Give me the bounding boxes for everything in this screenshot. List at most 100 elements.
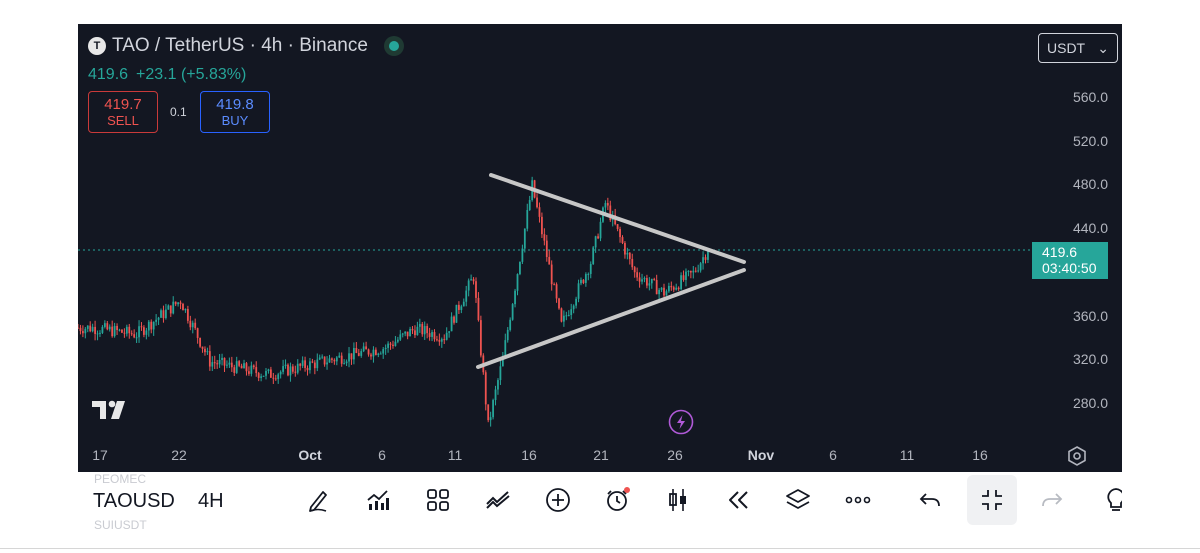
candle-body — [643, 278, 646, 280]
candle-body — [548, 256, 551, 265]
candle-body — [135, 337, 138, 339]
chart-type-button[interactable] — [658, 480, 698, 520]
candle-body — [553, 284, 556, 286]
triangle-upper-line — [489, 173, 746, 264]
bottom-toolbar: PEOMEC TAOUSD SUIUSDT 4H — [78, 472, 1122, 532]
candle-body — [257, 373, 260, 378]
candle-body — [687, 270, 690, 272]
candle-body — [216, 363, 219, 365]
sell-label: SELL — [107, 113, 139, 128]
more-icon — [845, 496, 871, 504]
candle-body — [636, 272, 639, 278]
candle-body — [226, 364, 228, 366]
candle-body — [340, 355, 343, 364]
price-plot[interactable] — [78, 24, 1032, 438]
market-open-icon — [383, 36, 404, 56]
symbol-list-next[interactable]: SUIUSDT — [94, 518, 147, 532]
candle-body — [360, 351, 363, 356]
candle-body — [321, 356, 324, 358]
order-quantity[interactable]: 0.1 — [170, 105, 187, 119]
candle-body — [519, 261, 521, 275]
candle-body — [350, 353, 353, 360]
sell-button[interactable]: 419.7 SELL — [88, 91, 158, 133]
redo-button[interactable] — [1032, 480, 1072, 520]
candle-body — [335, 357, 338, 362]
candle-body — [103, 323, 106, 327]
candle-body — [289, 366, 292, 376]
candle-body — [582, 279, 585, 283]
candle-body — [250, 365, 253, 374]
candle-body — [572, 305, 575, 310]
candle-body — [128, 326, 131, 334]
lightning-icon[interactable] — [668, 409, 694, 435]
candle-body — [594, 236, 597, 248]
candle-body — [497, 380, 499, 390]
time-tick: 21 — [593, 447, 609, 463]
undo-button[interactable] — [910, 480, 950, 520]
symbol-header[interactable]: T TAO / TetherUS · 4h · Binance — [88, 35, 404, 57]
candle-body — [672, 287, 675, 290]
more-button[interactable] — [838, 480, 878, 520]
candle-body — [265, 370, 267, 376]
chart-frame[interactable]: T TAO / TetherUS · 4h · Binance 419.6 +2… — [78, 24, 1122, 472]
collapse-button[interactable] — [967, 475, 1017, 525]
time-tick: 22 — [171, 447, 187, 463]
candle-body — [331, 358, 333, 360]
candle-body — [567, 314, 570, 316]
symbol-list-prev[interactable]: PEOMEC — [94, 472, 147, 486]
candle-body — [169, 305, 172, 314]
candle-body — [291, 366, 294, 372]
candle-body — [338, 355, 341, 358]
candle-body — [621, 237, 624, 244]
currency-select[interactable]: USDT ⌄ — [1038, 33, 1118, 63]
indicators-button[interactable] — [358, 480, 398, 520]
symbol-selector[interactable]: TAOUSD — [93, 490, 175, 512]
candle-body — [365, 346, 368, 350]
candle-body — [357, 353, 360, 356]
time-tick: 11 — [447, 447, 463, 463]
candle-body — [245, 363, 248, 372]
candle-body — [707, 249, 709, 260]
candle-body — [269, 369, 272, 378]
candle-body — [702, 257, 704, 264]
candle-body — [536, 197, 538, 208]
candle-body — [428, 333, 431, 337]
candle-body — [526, 209, 529, 229]
candle-body — [277, 374, 280, 380]
price-tick: 440.0 — [1072, 220, 1108, 236]
compare-button[interactable] — [478, 480, 518, 520]
candle-body — [660, 287, 663, 290]
interval-selector[interactable]: 4H — [198, 490, 224, 512]
buy-button[interactable]: 419.8 BUY — [200, 91, 270, 133]
layout-button[interactable] — [418, 480, 458, 520]
candle-body — [523, 228, 526, 249]
candle-body — [604, 203, 607, 208]
candle-body — [606, 203, 609, 206]
drawing-tools-button[interactable] — [298, 480, 338, 520]
candle-body — [284, 364, 287, 367]
time-tick: 6 — [378, 447, 386, 463]
add-button[interactable] — [538, 480, 578, 520]
candle-body — [367, 349, 370, 355]
alert-icon — [607, 487, 630, 511]
candle-body — [233, 367, 236, 373]
settings-icon[interactable] — [1066, 445, 1088, 467]
candle-body — [377, 353, 380, 355]
candle-body — [333, 359, 336, 362]
ideas-button[interactable] — [1102, 480, 1122, 520]
candle-body — [396, 339, 399, 342]
candle-body — [633, 267, 636, 273]
layers-button[interactable] — [778, 480, 818, 520]
bar-countdown: 03:40:50 — [1042, 260, 1097, 276]
candle-body — [138, 326, 140, 338]
price-tick: 360.0 — [1072, 308, 1108, 324]
candle-body — [692, 270, 695, 273]
sell-price: 419.7 — [104, 96, 142, 113]
candle-body — [431, 332, 433, 337]
candle-body — [514, 290, 516, 305]
replay-button[interactable] — [718, 480, 758, 520]
alerts-button[interactable] — [598, 480, 638, 520]
candle-body — [436, 339, 438, 341]
candle-body — [382, 349, 385, 354]
symbol-title[interactable]: TAO / TetherUS · 4h · Binance — [112, 35, 368, 56]
